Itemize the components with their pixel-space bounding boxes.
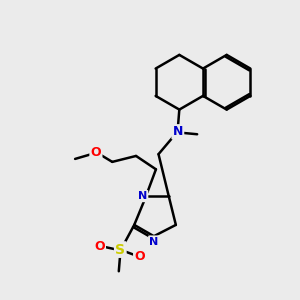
Text: O: O	[134, 250, 145, 263]
Text: N: N	[172, 125, 183, 138]
Text: S: S	[115, 243, 125, 256]
Text: N: N	[149, 236, 158, 247]
Text: O: O	[91, 146, 101, 160]
Text: O: O	[94, 240, 105, 253]
Text: N: N	[138, 191, 147, 201]
